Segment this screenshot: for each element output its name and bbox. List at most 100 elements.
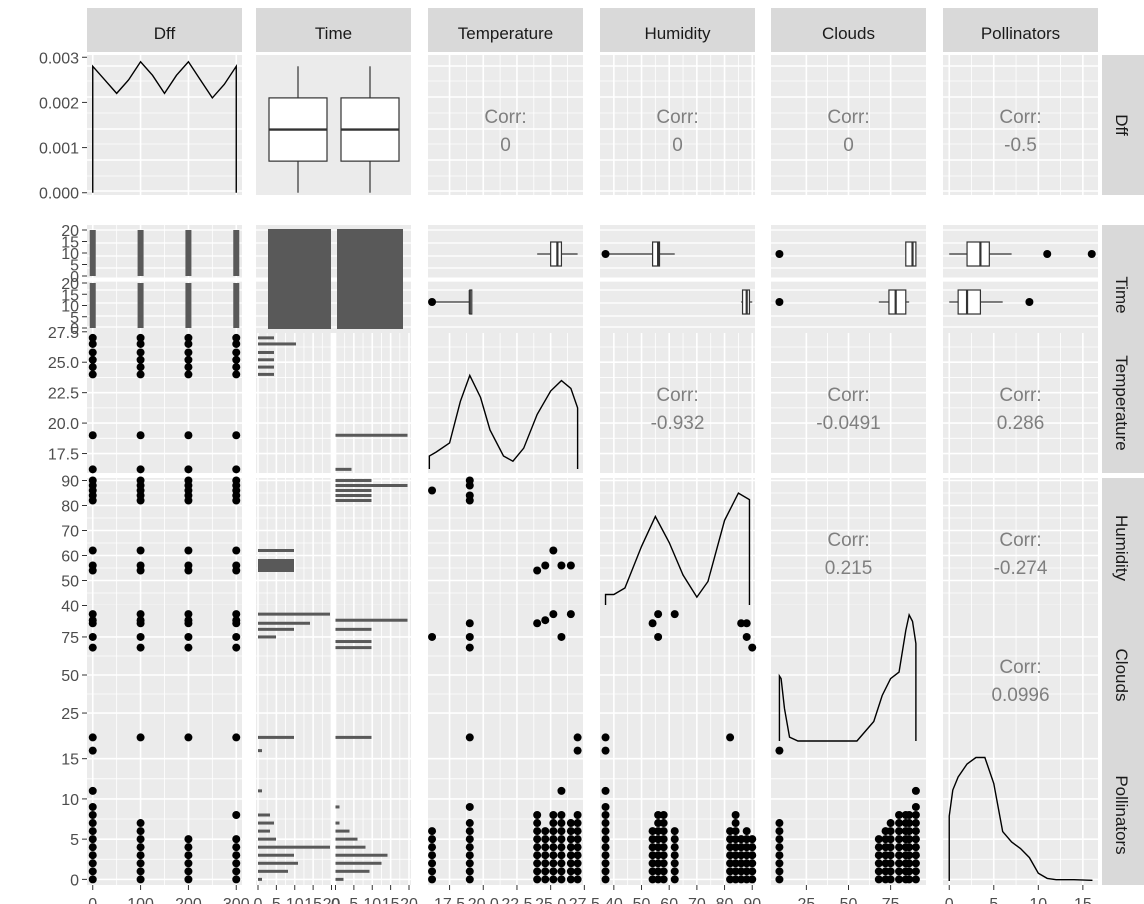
panel-background xyxy=(943,478,1098,618)
time-histogram-bar xyxy=(335,499,372,502)
time-histogram-bar xyxy=(258,566,294,570)
x-tick-label: 75 xyxy=(882,896,900,904)
panel-humidity-dff xyxy=(87,476,242,618)
time-histogram-bar xyxy=(258,837,276,841)
time-histogram-bar xyxy=(258,635,276,639)
data-point xyxy=(232,339,241,348)
time-histogram-bar xyxy=(258,569,294,572)
y-tick-label: 20 xyxy=(61,276,79,293)
corr-label: Corr: xyxy=(827,385,869,406)
data-point xyxy=(742,843,751,852)
data-point xyxy=(533,827,542,836)
data-point xyxy=(428,859,437,868)
data-point xyxy=(737,843,746,852)
data-point xyxy=(742,859,751,868)
density-curve-humidity xyxy=(604,492,751,614)
x-tick-label: 20 xyxy=(323,896,341,904)
time-histogram-bar xyxy=(335,853,388,857)
data-point xyxy=(670,827,679,836)
data-point xyxy=(232,348,241,357)
y-tick-label: 70 xyxy=(61,524,79,541)
data-point xyxy=(557,859,566,868)
data-point xyxy=(428,843,437,852)
data-point xyxy=(573,859,582,868)
data-point xyxy=(428,875,437,884)
data-point xyxy=(88,431,97,440)
x-tick-label: 25 xyxy=(797,896,815,904)
data-point xyxy=(886,867,895,876)
data-point xyxy=(573,827,582,836)
data-point xyxy=(601,843,610,852)
data-point xyxy=(232,851,241,860)
data-point xyxy=(136,632,145,641)
data-point xyxy=(136,819,145,828)
data-point xyxy=(911,786,920,795)
y-tick-label: 40 xyxy=(61,599,79,616)
data-point xyxy=(88,819,97,828)
data-point xyxy=(184,851,193,860)
y-tick-label: 50 xyxy=(61,668,79,685)
data-point xyxy=(601,827,610,836)
x-tick-label: 15 xyxy=(304,896,322,904)
panel-temperature-humidity: Corr: -0.932 xyxy=(600,333,755,473)
data-point xyxy=(136,875,145,884)
column-strip-temperature xyxy=(428,8,583,52)
panel-background xyxy=(600,478,755,618)
data-point xyxy=(573,811,582,819)
data-point xyxy=(136,333,145,342)
row-strip-clouds xyxy=(1102,605,1144,745)
data-point xyxy=(428,851,437,860)
time-histogram-bar xyxy=(258,561,294,565)
data-point xyxy=(136,827,145,836)
time-bar xyxy=(137,283,144,328)
time-bar xyxy=(233,283,240,328)
corr-value: -0.274 xyxy=(994,558,1048,579)
data-point xyxy=(136,465,145,474)
data-point xyxy=(465,843,474,852)
panel-humidity-pollinators: Corr: -0.274 xyxy=(943,478,1098,618)
box-outlier xyxy=(1025,298,1034,306)
corr-label: Corr: xyxy=(999,530,1041,551)
time-bar xyxy=(89,283,96,328)
data-point xyxy=(549,546,558,555)
x-tick-label: 20 xyxy=(400,896,418,904)
data-point xyxy=(775,851,784,860)
data-point xyxy=(670,843,679,852)
panel-pollinators-time xyxy=(256,745,411,885)
data-point xyxy=(88,561,97,570)
density-curve-dff xyxy=(92,60,237,193)
data-point xyxy=(557,851,566,860)
data-point xyxy=(465,632,474,641)
column-strip-time xyxy=(256,8,411,52)
data-point xyxy=(670,867,679,876)
row-strip-humidity xyxy=(1102,478,1144,618)
y-tick-label: 0 xyxy=(70,269,79,286)
data-point xyxy=(905,811,914,819)
facet-gap xyxy=(331,333,336,473)
data-point xyxy=(654,875,663,884)
panel-clouds-clouds xyxy=(771,605,926,745)
y-tick-label: 0.001 xyxy=(39,141,79,158)
x-tick-label: 80 xyxy=(716,896,734,904)
data-point xyxy=(88,746,97,755)
panel-clouds-pollinators: Corr: 0.0996 xyxy=(943,605,1098,745)
data-point xyxy=(654,859,663,868)
data-point xyxy=(184,546,193,555)
data-point xyxy=(911,843,920,852)
data-point xyxy=(136,339,145,348)
density-curve-pollinators xyxy=(948,756,1093,882)
data-point xyxy=(905,843,914,852)
data-point xyxy=(659,867,668,876)
panel-background xyxy=(428,55,583,195)
row-strip-pollinators xyxy=(1102,745,1144,885)
data-point xyxy=(557,835,566,844)
data-point xyxy=(726,859,735,868)
data-point xyxy=(232,465,241,474)
data-point xyxy=(895,867,904,876)
data-point xyxy=(654,632,663,641)
y-tick-label: 22.5 xyxy=(48,386,79,403)
time-bar xyxy=(89,230,96,276)
data-point xyxy=(465,875,474,884)
data-point xyxy=(184,348,193,357)
data-point xyxy=(184,333,193,342)
